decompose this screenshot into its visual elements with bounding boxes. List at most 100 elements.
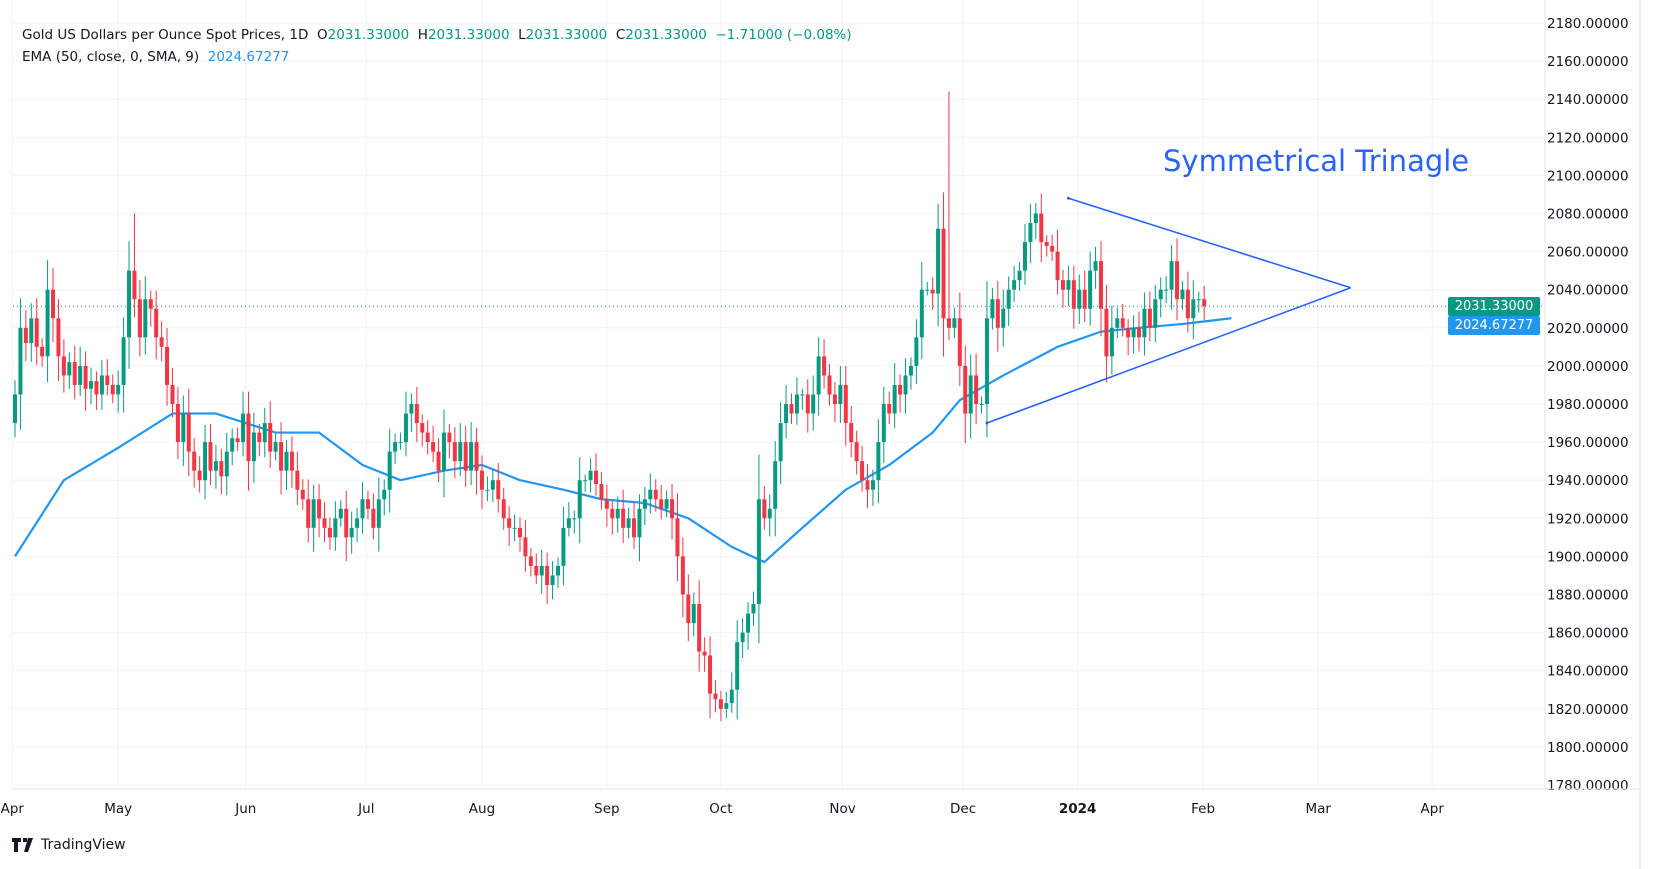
- x-tick-label: Apr: [1, 801, 25, 817]
- bearish-candle: [957, 318, 962, 366]
- bearish-candle: [420, 423, 425, 433]
- low-label: L: [518, 27, 526, 43]
- bullish-candle: [1169, 261, 1174, 290]
- bullish-candle: [784, 404, 789, 424]
- bearish-candle: [452, 442, 457, 462]
- bearish-candle: [697, 604, 702, 652]
- bullish-candle: [382, 489, 387, 500]
- bullish-candle: [925, 289, 930, 291]
- low-value: 2031.33000: [525, 27, 608, 43]
- high-label: H: [417, 27, 428, 43]
- bullish-candle: [990, 299, 995, 319]
- y-tick-label: 1880.00000: [1547, 588, 1629, 604]
- bearish-candle: [1202, 299, 1207, 307]
- bullish-candle: [387, 451, 392, 490]
- bullish-candle: [773, 461, 778, 509]
- pattern-annotation: Symmetrical Trinagle: [1163, 144, 1470, 178]
- bullish-candle: [876, 442, 881, 481]
- bullish-candle: [512, 527, 517, 529]
- bearish-candle: [317, 499, 322, 519]
- bearish-candle: [1175, 261, 1180, 300]
- bullish-candle: [224, 451, 229, 477]
- bearish-candle: [1099, 261, 1103, 309]
- bullish-candle: [664, 499, 669, 509]
- x-tick-label: Jul: [357, 801, 374, 817]
- x-tick-label: Nov: [829, 801, 855, 817]
- bearish-candle: [946, 318, 951, 328]
- bullish-candle: [403, 413, 408, 443]
- bearish-candle: [963, 365, 968, 414]
- bullish-candle: [1196, 299, 1201, 301]
- x-tick-label: Feb: [1191, 801, 1215, 817]
- bearish-candle: [702, 651, 707, 656]
- chart-legend: Gold US Dollars per Ounce Spot Prices, 1…: [22, 24, 852, 68]
- brand-name: TradingView: [41, 837, 126, 853]
- bullish-candle: [794, 394, 799, 414]
- bullish-candle: [262, 423, 267, 443]
- bearish-candle: [528, 556, 533, 566]
- bearish-candle: [680, 556, 685, 595]
- bearish-candle: [1055, 251, 1060, 281]
- bullish-candle: [740, 632, 745, 643]
- trendline-anchor: [985, 421, 989, 425]
- tradingview-logo[interactable]: TradingView: [12, 837, 126, 853]
- bearish-candle: [23, 327, 28, 344]
- tradingview-logo-icon: [12, 838, 33, 852]
- bearish-candle: [523, 537, 528, 557]
- bearish-candle: [610, 508, 615, 519]
- y-tick-label: 2120.00000: [1547, 130, 1629, 146]
- bearish-candle: [1126, 327, 1131, 338]
- bullish-candle: [116, 384, 121, 395]
- bullish-candle: [203, 442, 208, 481]
- symbol-title: Gold US Dollars per Ounce Spot Prices, 1…: [22, 27, 309, 43]
- bearish-candle: [632, 518, 637, 538]
- bearish-candle: [197, 470, 202, 481]
- bearish-candle: [594, 470, 599, 485]
- bullish-candle: [778, 423, 783, 462]
- bullish-candle: [311, 499, 316, 528]
- y-tick-label: 2020.00000: [1547, 321, 1629, 337]
- bearish-candle: [865, 480, 870, 490]
- bearish-candle: [1137, 327, 1142, 338]
- bullish-candle: [919, 289, 924, 338]
- bearish-candle: [436, 451, 441, 471]
- bullish-candle: [338, 508, 343, 519]
- bearish-candle: [94, 381, 99, 395]
- bullish-candle: [1180, 289, 1185, 300]
- y-tick-label: 2060.00000: [1547, 245, 1629, 261]
- bearish-candle: [51, 289, 56, 319]
- bearish-candle: [268, 423, 273, 452]
- bullish-candle: [1142, 308, 1147, 338]
- bullish-candle: [914, 337, 919, 366]
- bearish-candle: [414, 404, 419, 424]
- bullish-candle: [561, 527, 566, 566]
- bullish-candle: [241, 413, 246, 443]
- bullish-candle: [78, 365, 83, 385]
- bearish-candle: [686, 594, 691, 624]
- trendline-anchor: [1066, 196, 1070, 200]
- ema-price-tag: 2024.67277: [1448, 315, 1540, 335]
- bearish-candle: [83, 365, 88, 389]
- bullish-candle: [490, 480, 495, 490]
- bullish-candle: [213, 461, 218, 471]
- bearish-candle: [219, 461, 224, 477]
- bullish-candle: [691, 604, 696, 624]
- bullish-candle: [637, 508, 642, 538]
- bullish-candle: [393, 442, 398, 452]
- bullish-candle: [1028, 223, 1033, 243]
- bullish-candle: [284, 451, 289, 471]
- bearish-candle: [165, 346, 170, 385]
- bullish-candle: [1109, 327, 1114, 357]
- bearish-candle: [941, 228, 946, 319]
- bullish-candle: [1164, 289, 1169, 291]
- bearish-candle: [1044, 242, 1049, 246]
- bearish-candle: [545, 565, 550, 585]
- bullish-candle: [143, 299, 148, 338]
- bullish-candle: [251, 432, 256, 462]
- bullish-candle: [230, 438, 235, 452]
- bearish-candle: [887, 404, 892, 414]
- x-tick-label: Sep: [594, 801, 619, 817]
- x-tick-label: Jun: [234, 801, 256, 817]
- bullish-candle: [756, 499, 761, 605]
